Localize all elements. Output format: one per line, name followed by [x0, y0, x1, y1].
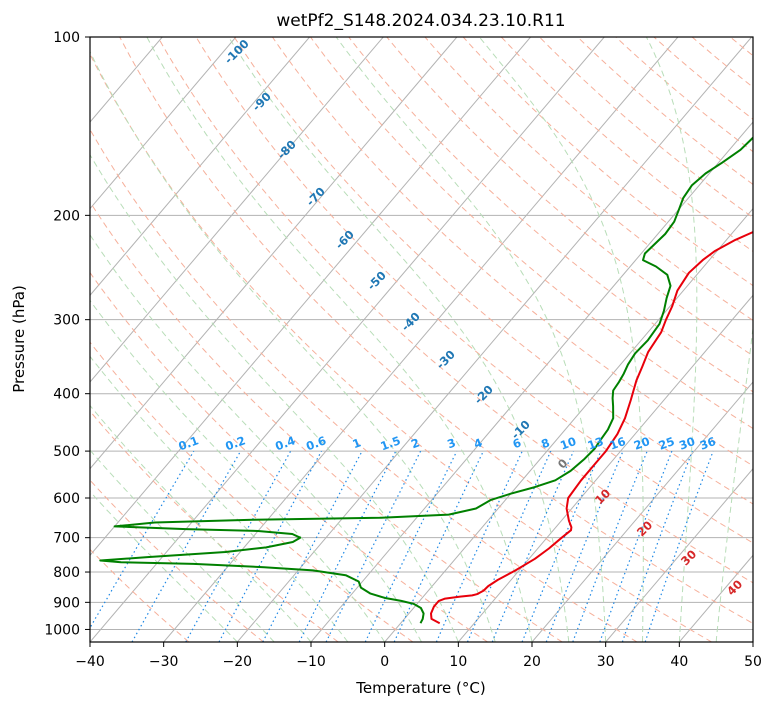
profile-line — [430, 230, 753, 625]
isotherm-line — [457, 294, 753, 642]
isotherm-line — [90, 37, 310, 297]
moist-adiabat-line — [90, 404, 312, 642]
isotherm-line — [90, 37, 458, 470]
mixing-ratio-label: 10 — [558, 434, 578, 453]
x-tick-label: −30 — [149, 654, 179, 670]
y-axis-label: Pressure (hPa) — [10, 285, 28, 393]
moist-adiabat-line — [90, 299, 386, 642]
isotherm-line — [90, 37, 237, 210]
dry-adiabat-line — [424, 37, 753, 321]
x-axis-label: Temperature (°C) — [355, 679, 485, 697]
mixing-ratio-line — [325, 450, 422, 642]
dry-adiabat-line — [90, 479, 264, 642]
y-tick-label: 800 — [53, 565, 80, 581]
dry-adiabat-line — [271, 37, 753, 467]
moist-adiabat-line — [645, 37, 698, 642]
mixing-ratio-label: 25 — [657, 434, 677, 453]
dry-adiabat-line — [90, 341, 414, 642]
isotherm-line — [90, 37, 531, 557]
profile-line — [99, 136, 753, 624]
dry-adiabat-line — [462, 37, 753, 287]
moist-adiabat-line — [715, 324, 753, 642]
moist-adiabat-line — [90, 234, 422, 642]
dry-adiabat-line — [348, 37, 753, 393]
dry-adiabat-line — [233, 37, 753, 505]
plot-frame — [89, 36, 754, 643]
mixing-ratio-label: 0.1 — [176, 433, 200, 453]
x-tick-label: −20 — [223, 654, 253, 670]
y-tick-label: 200 — [53, 208, 80, 224]
x-tick-label: −10 — [296, 654, 326, 670]
y-tick-label: 500 — [53, 444, 80, 460]
background-lines — [90, 37, 753, 642]
profile-lines — [99, 136, 753, 625]
axis-ticks: −40 −30 −20 −10 0 10 20 30 40 50 100 200 300 400 500 60… — [44, 30, 762, 670]
isotherm-line — [605, 467, 753, 642]
isotherm-line — [90, 37, 605, 642]
x-tick-label: 10 — [449, 654, 467, 670]
moist-adiabat-line — [90, 50, 496, 642]
mixing-ratio-label: 13 — [586, 434, 606, 453]
moist-adiabat-line — [335, 37, 607, 642]
mixing-ratio-line — [218, 450, 323, 642]
dry-adiabat-line — [90, 128, 638, 642]
moist-adiabat-line — [90, 153, 459, 642]
mixing-ratio-label: 20 — [632, 434, 652, 453]
x-tick-label: 50 — [744, 654, 762, 670]
isotherm-line — [236, 37, 752, 642]
dry-adiabat-line — [195, 37, 753, 544]
dry-adiabat-line — [157, 37, 753, 584]
isotherm-line — [384, 207, 753, 642]
x-tick-label: 0 — [380, 654, 389, 670]
mixing-ratio-label: 1.5 — [378, 433, 402, 453]
mixing-ratio-label: 36 — [698, 434, 718, 453]
moist-adiabat-line — [228, 37, 570, 642]
y-tick-label: 900 — [53, 595, 80, 611]
moist-adiabat-line — [478, 37, 644, 642]
mixing-ratio-line — [90, 450, 195, 630]
mixing-ratio-line — [393, 450, 484, 642]
mixing-ratio-line — [545, 450, 624, 642]
isotherm-line — [90, 37, 384, 383]
dry-adiabat-line — [500, 37, 753, 252]
isotherm-line — [531, 381, 753, 642]
mixing-ratio-label: 0.2 — [223, 433, 247, 453]
mixing-ratio-line — [572, 450, 648, 642]
dry-adiabat-line — [615, 37, 753, 153]
x-tick-label: −40 — [75, 654, 105, 670]
mixing-ratio-label: 0.4 — [273, 433, 297, 453]
dry-adiabat-line — [119, 37, 753, 625]
x-tick-label: 30 — [597, 654, 615, 670]
y-tick-label: 1000 — [44, 622, 80, 638]
isotherm-line — [163, 37, 679, 642]
y-tick-label: 700 — [53, 531, 80, 547]
dry-adiabat-line — [310, 37, 753, 430]
y-tick-label: 300 — [53, 313, 80, 329]
x-tick-label: 20 — [523, 654, 541, 670]
mixing-ratio-label: 30 — [677, 434, 697, 453]
y-tick-label: 400 — [53, 387, 80, 403]
moist-adiabat-line — [90, 355, 349, 642]
chart-title: wetPf2_S148.2024.034.23.10.R11 — [276, 11, 565, 31]
mixing-ratio-line — [131, 450, 242, 642]
x-tick-label: 40 — [670, 654, 688, 670]
y-tick-label: 600 — [53, 491, 80, 507]
mixing-ratio-label: 16 — [608, 434, 628, 453]
dry-adiabat-line — [386, 37, 753, 357]
mixing-ratio-line — [364, 450, 458, 642]
y-tick-label: 100 — [53, 30, 80, 46]
moist-adiabat-line — [146, 37, 533, 642]
mixing-ratio-label: 0.6 — [304, 433, 328, 453]
